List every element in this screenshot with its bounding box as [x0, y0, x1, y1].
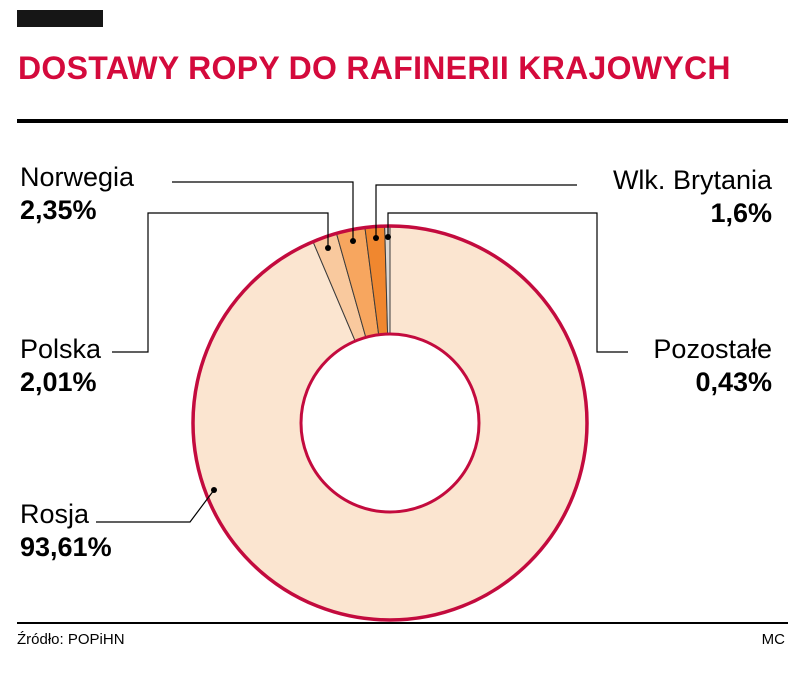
- callout-rosja-name: Rosja: [20, 499, 90, 529]
- leader-line-rosja: [96, 489, 215, 523]
- title-divider: [17, 119, 788, 123]
- leader-line-polska: [112, 212, 329, 353]
- callout-norwegia-name: Norwegia: [20, 162, 135, 192]
- callout-pozostale-pct: 0,43%: [695, 367, 772, 398]
- callout-polska-pct: 2,01%: [20, 367, 97, 398]
- leader-dot-norwegia: [350, 238, 356, 244]
- callout-norwegia: Norwegia 2,35%: [20, 161, 134, 228]
- callout-rosja-pct: 93,61%: [20, 532, 112, 563]
- leader-dot-pozostale: [385, 234, 391, 240]
- leader-line-pozostale: [387, 212, 628, 353]
- top-left-bar: [17, 10, 103, 27]
- leader-line-wlk-brytania: [375, 184, 577, 238]
- leader-dot-wlk-brytania: [373, 235, 379, 241]
- callout-pozostale: Pozostałe 0,43%: [653, 333, 772, 400]
- source-text: Źródło: POPiHN: [17, 631, 125, 648]
- callout-polska-name: Polska: [20, 334, 102, 364]
- callout-norwegia-pct: 2,35%: [20, 195, 97, 226]
- callout-wlk-brytania-pct: 1,6%: [710, 198, 772, 229]
- leader-line-norwegia: [172, 181, 354, 241]
- footer-divider: [17, 622, 788, 624]
- chart-title: DOSTAWY ROPY DO RAFINERII KRAJOWYCH: [18, 50, 731, 86]
- callout-wlk-brytania-name: Wlk. Brytania: [612, 165, 772, 195]
- donut-outer-ring: [191, 224, 589, 622]
- donut-inner-ring: [299, 332, 481, 514]
- credit-text: MC: [761, 631, 785, 648]
- callout-rosja: Rosja 93,61%: [20, 498, 112, 565]
- callout-polska: Polska 2,01%: [20, 333, 101, 400]
- callout-pozostale-name: Pozostałe: [653, 334, 772, 364]
- leader-dot-rosja: [211, 487, 217, 493]
- callout-wlk-brytania: Wlk. Brytania 1,6%: [613, 164, 772, 231]
- leader-dot-polska: [325, 245, 331, 251]
